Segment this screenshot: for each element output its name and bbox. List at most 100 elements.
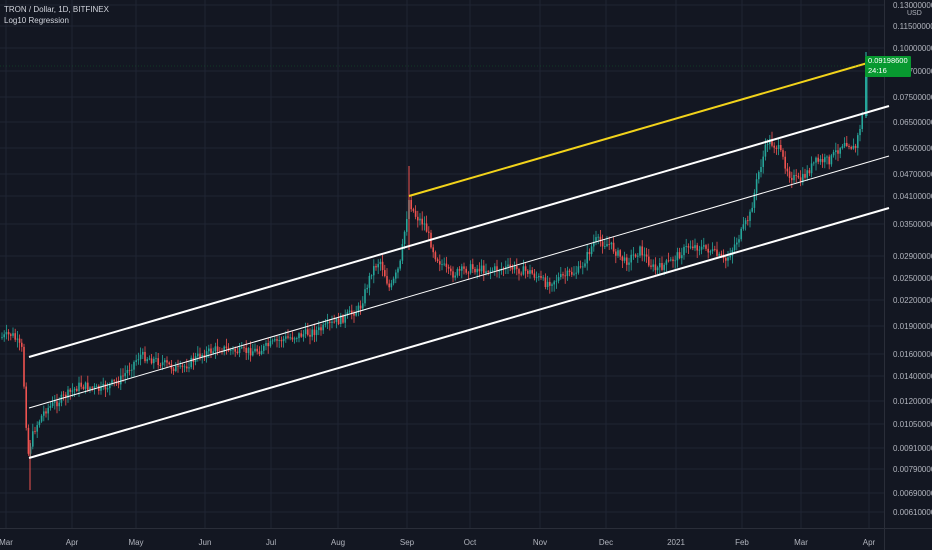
candle-body <box>205 351 208 358</box>
candle-body <box>465 268 467 273</box>
candle-body <box>599 236 602 242</box>
candle-body <box>439 261 441 265</box>
candle-body <box>529 270 531 274</box>
candle-body <box>716 249 718 256</box>
candle-body <box>597 236 599 238</box>
price-axis-tick-label: 0.10000000 <box>893 44 932 53</box>
candle-body <box>296 338 298 339</box>
candle-body <box>604 246 606 247</box>
candle-body <box>179 365 181 367</box>
candle-body <box>498 270 500 272</box>
candle-body <box>342 315 344 323</box>
candle-body <box>764 144 767 157</box>
candle-body <box>146 359 148 362</box>
candle-body <box>738 239 740 243</box>
candle-body <box>91 387 93 389</box>
candle-body <box>667 260 670 262</box>
candle-body <box>747 220 749 222</box>
candle-body <box>511 267 514 270</box>
candle-body <box>258 351 261 355</box>
candle-body <box>348 310 351 313</box>
candle-body <box>335 318 338 322</box>
candle-body <box>21 342 23 347</box>
candle-body <box>582 266 584 268</box>
candle-body <box>725 258 727 261</box>
candle-body <box>670 259 672 261</box>
candle-body <box>762 156 764 167</box>
price-axis-tick-label: 0.05500000 <box>893 144 932 153</box>
candle-body <box>861 115 863 129</box>
candle-body <box>788 171 791 178</box>
candle-body <box>392 278 395 284</box>
candle-body <box>564 275 566 277</box>
candle-body <box>282 338 285 342</box>
candle-body <box>49 405 52 408</box>
candle-body <box>309 334 311 337</box>
candle-body <box>67 389 69 398</box>
price-axis-unit: USD <box>907 10 922 17</box>
candle-body <box>590 246 593 255</box>
candle-body <box>375 266 377 268</box>
candle-body <box>340 315 342 325</box>
time-axis-tick-label: Mar <box>0 538 13 547</box>
candle-body <box>843 142 846 147</box>
candle-body <box>355 311 357 316</box>
price-axis-tick-label: 0.01200000 <box>893 397 932 406</box>
candle-body <box>650 265 652 267</box>
candle-body <box>234 348 236 352</box>
candle-body <box>318 327 320 331</box>
projection-line <box>408 61 872 197</box>
candle-body <box>579 266 582 268</box>
price-axis-tick-label: 0.00610000 <box>893 508 932 517</box>
candle-body <box>304 329 307 335</box>
candle-body <box>780 144 782 151</box>
candle-body <box>274 339 276 341</box>
candle-body <box>509 264 511 268</box>
candle-body <box>10 334 12 336</box>
candle-body <box>518 269 520 274</box>
candle-body <box>428 231 430 233</box>
candle-body <box>373 266 375 276</box>
candle-body <box>291 337 294 340</box>
candle-body <box>278 340 280 341</box>
candle-body <box>254 348 256 352</box>
time-axis-tick-label: Apr <box>863 538 876 547</box>
candle-body <box>183 366 186 368</box>
candle-body <box>478 268 481 272</box>
candle-body <box>524 266 527 271</box>
candle-body <box>87 382 89 390</box>
candle-body <box>395 272 397 279</box>
candle-body <box>71 390 74 392</box>
candle-body <box>38 421 41 426</box>
candle-body <box>126 369 129 374</box>
candle-body <box>575 272 577 274</box>
candle-body <box>476 268 478 273</box>
candle-body <box>137 359 140 361</box>
candle-body <box>641 246 643 256</box>
candle-body <box>612 242 615 252</box>
candle-body <box>588 252 591 255</box>
candle-body <box>346 312 349 315</box>
candle-body <box>573 273 575 275</box>
candle-body <box>219 351 221 352</box>
candle-body <box>522 266 525 275</box>
candle-body <box>672 259 674 262</box>
candle-body <box>386 276 388 284</box>
candle-body <box>263 345 265 351</box>
candle-body <box>82 386 85 389</box>
candle-body <box>100 385 102 391</box>
bar-countdown: 24:16 <box>868 66 887 75</box>
time-axis-tick-label: Aug <box>331 538 345 547</box>
candle-body <box>40 415 43 422</box>
candle-body <box>406 218 408 232</box>
candle-body <box>483 265 485 274</box>
candle-body <box>249 348 252 356</box>
candle-body <box>155 358 157 359</box>
candle-body <box>51 402 54 406</box>
candle-body <box>786 168 789 172</box>
candle-body <box>709 251 712 253</box>
candle-body <box>740 228 742 240</box>
candle-body <box>315 330 318 336</box>
candle-body <box>491 270 494 272</box>
